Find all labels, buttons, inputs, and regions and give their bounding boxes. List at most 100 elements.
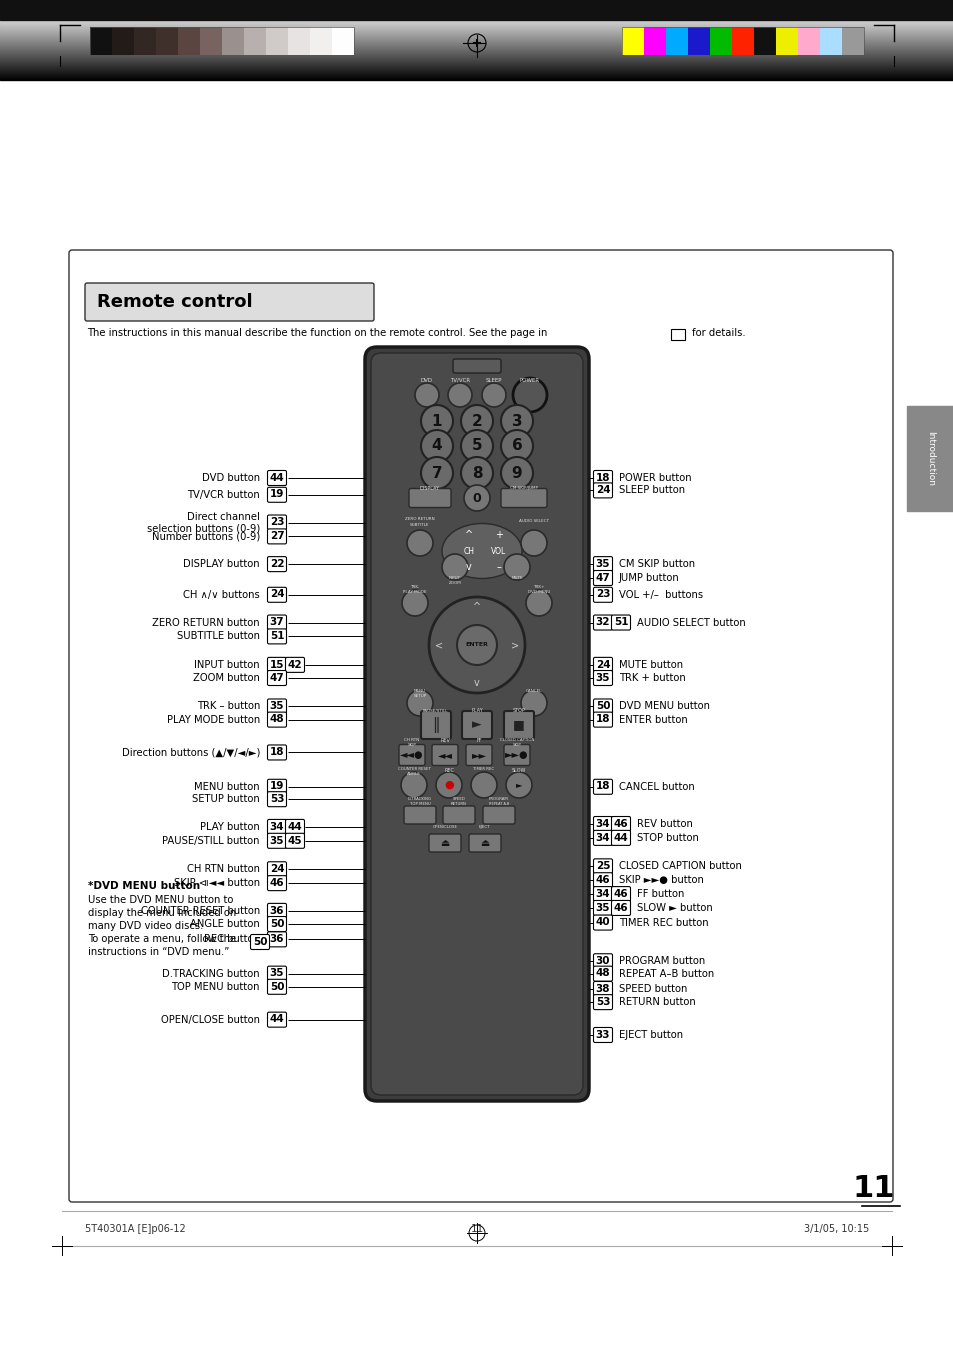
Text: CH: CH	[463, 547, 474, 555]
Text: 53: 53	[270, 794, 284, 804]
FancyBboxPatch shape	[469, 834, 500, 852]
FancyBboxPatch shape	[593, 712, 612, 727]
Text: EJECT button: EJECT button	[618, 1029, 682, 1040]
Text: TRK-: TRK-	[410, 585, 419, 589]
Text: 34: 34	[595, 832, 610, 843]
Text: 35: 35	[595, 559, 610, 569]
Text: SKIP: SKIP	[512, 743, 521, 747]
Text: –: –	[497, 562, 501, 571]
Text: ENTER: ENTER	[465, 643, 488, 647]
Text: POWER button: POWER button	[618, 473, 691, 484]
Circle shape	[460, 405, 493, 436]
FancyBboxPatch shape	[267, 780, 286, 794]
Text: CH ∧/∨ buttons: CH ∧/∨ buttons	[183, 590, 260, 600]
Circle shape	[407, 690, 433, 716]
FancyBboxPatch shape	[267, 670, 286, 685]
Bar	[0, 0, 953, 20]
FancyBboxPatch shape	[461, 711, 492, 739]
Text: CM SKIP button: CM SKIP button	[618, 559, 695, 569]
Text: TOP MENU button: TOP MENU button	[172, 982, 260, 992]
Circle shape	[463, 485, 490, 511]
Circle shape	[420, 457, 453, 489]
Text: PROGRAM: PROGRAM	[489, 797, 508, 801]
FancyBboxPatch shape	[611, 615, 630, 630]
Text: MUTE button: MUTE button	[618, 659, 682, 670]
Text: 4: 4	[432, 439, 442, 454]
FancyBboxPatch shape	[593, 981, 612, 997]
Circle shape	[420, 405, 453, 436]
Bar	[332, 27, 354, 55]
FancyBboxPatch shape	[267, 932, 286, 947]
Text: TIMER REC button: TIMER REC button	[618, 917, 708, 928]
FancyBboxPatch shape	[267, 834, 286, 848]
Text: ZERO RETURN button: ZERO RETURN button	[152, 617, 260, 627]
Bar	[244, 27, 266, 55]
FancyBboxPatch shape	[593, 698, 612, 713]
Text: DVD MENU: DVD MENU	[527, 590, 550, 594]
Bar	[310, 27, 332, 55]
Text: STOP: STOP	[512, 708, 525, 713]
Text: TV/VCR: TV/VCR	[450, 377, 470, 382]
Text: 11: 11	[470, 1224, 483, 1233]
Bar	[288, 27, 310, 55]
Text: 46: 46	[613, 819, 628, 828]
Circle shape	[513, 378, 546, 412]
Text: 50: 50	[595, 701, 610, 711]
Text: 46: 46	[613, 889, 628, 898]
Text: REPEAT A–B button: REPEAT A–B button	[618, 969, 714, 978]
Text: 47: 47	[270, 673, 284, 682]
Circle shape	[400, 771, 427, 798]
Circle shape	[520, 530, 546, 557]
Circle shape	[500, 430, 533, 462]
Bar	[906, 407, 953, 511]
Text: 46: 46	[270, 878, 284, 888]
Text: v: v	[474, 678, 479, 688]
Text: SLOW ► button: SLOW ► button	[637, 902, 712, 913]
Text: 5: 5	[471, 439, 482, 454]
FancyBboxPatch shape	[267, 712, 286, 727]
Text: 19: 19	[270, 489, 284, 500]
Text: 48: 48	[595, 969, 610, 978]
Bar	[112, 27, 133, 55]
Text: +: +	[495, 530, 502, 540]
FancyBboxPatch shape	[285, 834, 304, 848]
Ellipse shape	[441, 523, 521, 578]
FancyBboxPatch shape	[371, 353, 582, 1096]
Bar	[200, 27, 222, 55]
FancyBboxPatch shape	[267, 658, 286, 673]
Text: 33: 33	[595, 1029, 610, 1040]
Text: 8: 8	[471, 466, 482, 481]
Text: 35: 35	[270, 701, 284, 711]
Bar	[753, 27, 775, 55]
Text: RETURN: RETURN	[451, 802, 466, 807]
Text: >: >	[511, 640, 518, 650]
Bar	[90, 27, 112, 55]
Text: DISPLAY: DISPLAY	[419, 485, 439, 490]
Text: selection buttons (0-9): selection buttons (0-9)	[147, 524, 260, 534]
Text: 47: 47	[595, 573, 610, 582]
Bar	[670, 330, 684, 340]
Text: 44: 44	[270, 473, 284, 482]
Text: COUNTER RESET button: COUNTER RESET button	[141, 907, 260, 916]
Text: 35: 35	[595, 902, 610, 913]
Text: many DVD video discs.: many DVD video discs.	[88, 921, 203, 931]
FancyBboxPatch shape	[267, 470, 286, 485]
Text: JUMP button: JUMP button	[618, 573, 679, 584]
FancyBboxPatch shape	[593, 470, 612, 485]
Text: ►►●: ►►●	[505, 750, 528, 761]
FancyBboxPatch shape	[593, 1028, 612, 1043]
Text: 23: 23	[595, 589, 610, 600]
Text: TOP MENU: TOP MENU	[409, 802, 430, 807]
Text: 18: 18	[270, 747, 284, 757]
Text: TRK – button: TRK – button	[196, 701, 260, 712]
Text: 23: 23	[270, 517, 284, 527]
Text: 0: 0	[472, 492, 481, 504]
Text: *DVD MENU button: *DVD MENU button	[88, 881, 200, 892]
Text: display the menu included on: display the menu included on	[88, 908, 236, 917]
Text: ANGLE button: ANGLE button	[190, 919, 260, 929]
Text: 44: 44	[270, 1015, 284, 1024]
Text: CANCEL: CANCEL	[525, 689, 541, 693]
Text: 46: 46	[595, 875, 610, 885]
FancyBboxPatch shape	[69, 250, 892, 1202]
FancyBboxPatch shape	[267, 862, 286, 877]
